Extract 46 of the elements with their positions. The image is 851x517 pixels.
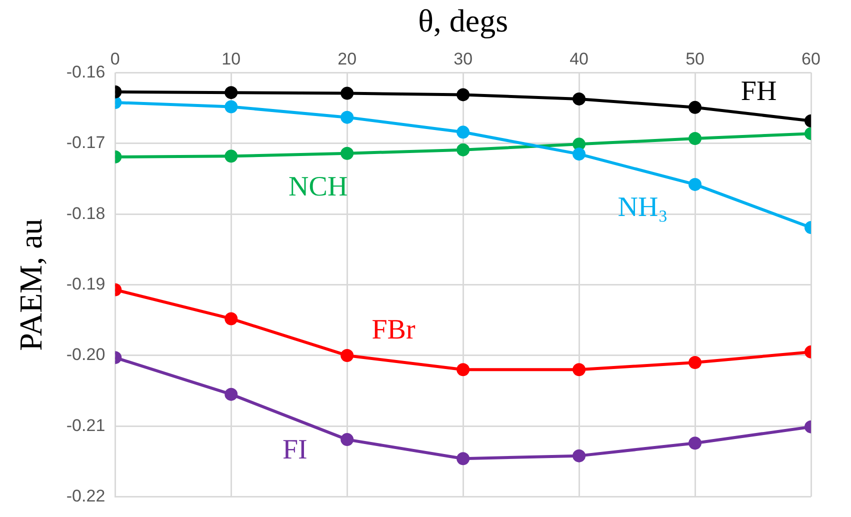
point	[456, 143, 470, 156]
y-tick-label: -0.20	[66, 345, 106, 364]
point	[688, 100, 702, 114]
point	[224, 86, 238, 100]
x-axis-title: θ, degs	[418, 2, 508, 39]
y-tick-label: -0.21	[66, 416, 106, 435]
point	[572, 92, 586, 106]
point	[572, 148, 586, 161]
point	[340, 348, 354, 362]
x-tick-label: 0	[110, 49, 120, 68]
point	[456, 363, 470, 376]
point	[572, 138, 586, 151]
series-label: FBr	[372, 314, 416, 346]
point	[456, 126, 470, 139]
point	[688, 356, 702, 370]
x-tick-label: 50	[686, 49, 704, 68]
point	[340, 86, 354, 100]
point	[572, 449, 586, 462]
series-label: NCH	[288, 171, 348, 202]
x-tick-label: 10	[222, 49, 241, 68]
point	[224, 100, 238, 114]
point	[456, 88, 470, 102]
point	[340, 433, 354, 446]
series-label: FH	[740, 76, 777, 108]
point	[340, 110, 354, 124]
point	[224, 312, 238, 326]
series-label: FI	[282, 434, 308, 466]
point	[456, 452, 470, 466]
y-tick-label: -0.19	[66, 274, 106, 294]
x-tick-label: 60	[802, 49, 820, 68]
y-tick-label: -0.18	[66, 204, 106, 223]
y-tick-label: -0.17	[66, 133, 106, 152]
point	[572, 363, 586, 376]
series-label: NH₃	[618, 192, 668, 224]
y-tick-label: -0.16	[66, 62, 106, 82]
point	[688, 178, 702, 191]
point	[224, 150, 238, 163]
point	[340, 146, 354, 160]
point	[688, 132, 702, 146]
y-axis-title: PAEM, au	[12, 218, 49, 351]
point	[224, 388, 238, 401]
x-tick-label: 20	[338, 49, 357, 68]
x-tick-label: 30	[454, 49, 473, 68]
y-tick-label: -0.22	[66, 486, 106, 506]
x-tick-label: 40	[570, 49, 589, 68]
point	[688, 436, 702, 450]
